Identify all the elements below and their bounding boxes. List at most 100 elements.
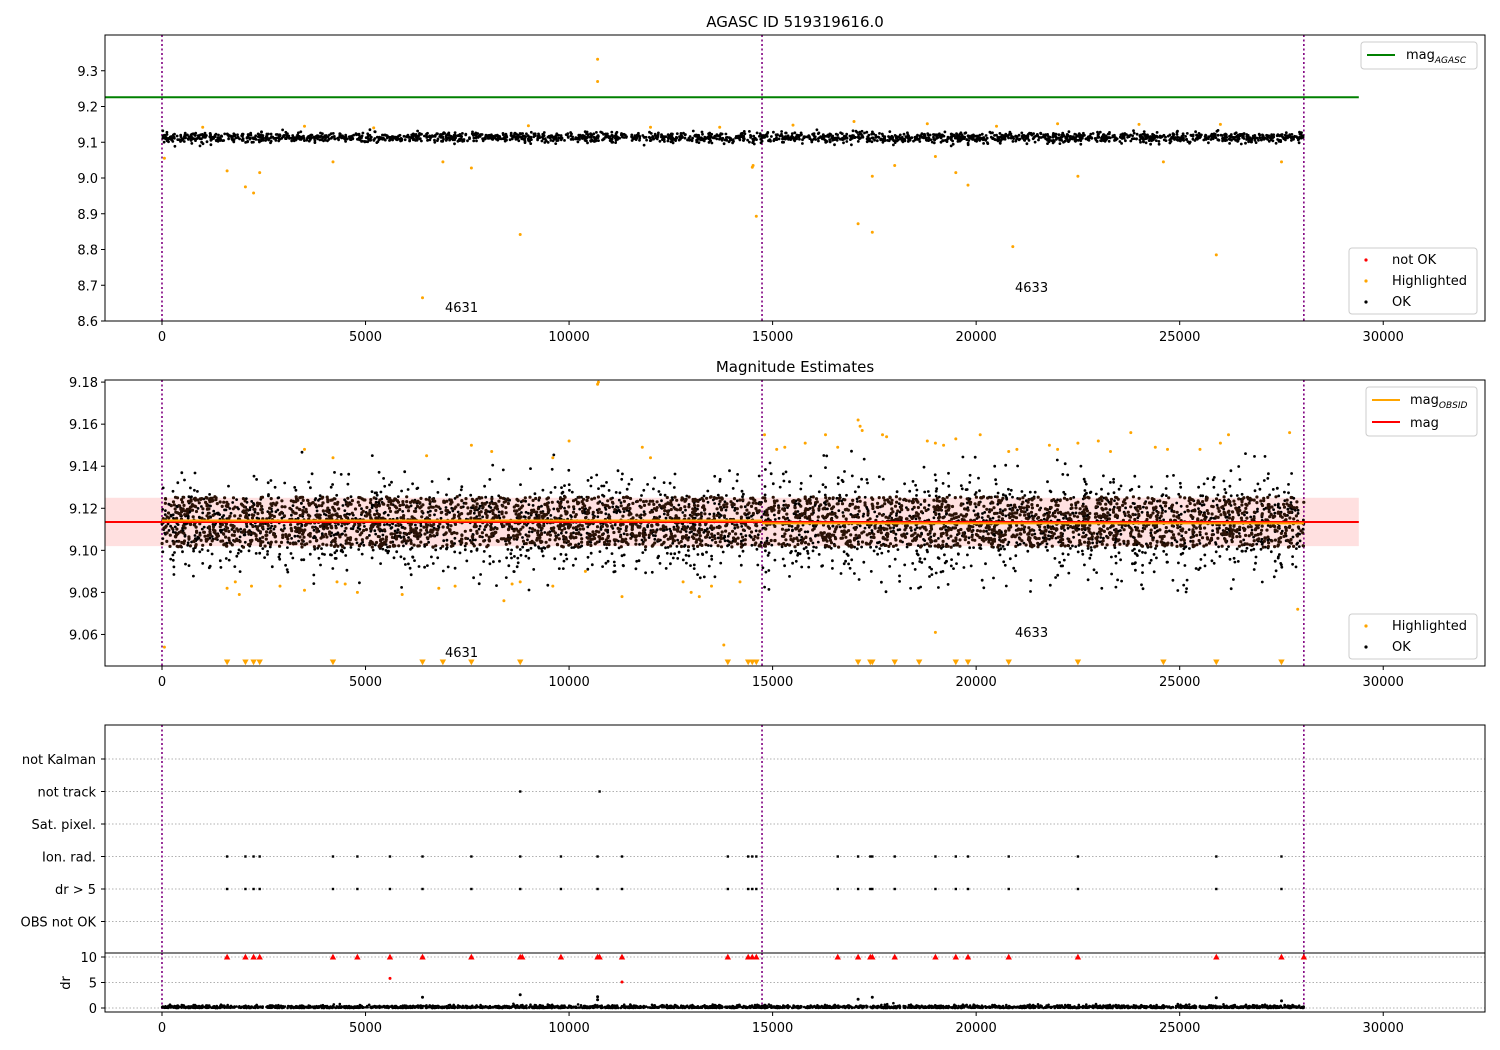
panel1-ok-point — [795, 133, 799, 137]
panel1-ok-point — [1058, 142, 1062, 146]
panel2-ok-point — [171, 553, 175, 557]
panel2-ok-point — [516, 556, 520, 560]
panel2-ok-point — [483, 484, 486, 488]
panel1-ok-point — [428, 134, 432, 138]
panel2-ok-point — [453, 536, 457, 540]
panel1-ok-point — [697, 133, 700, 137]
panel2-ok-point — [183, 534, 187, 538]
panel2-ok-point — [1229, 494, 1233, 498]
panel2-ok-point — [1095, 571, 1098, 574]
panel2-ok-point — [664, 567, 668, 570]
panel2-ok-point — [273, 485, 277, 489]
panel1-ok-point — [423, 134, 426, 138]
panel2-dense-point — [502, 515, 506, 519]
panel2-ok-point — [1198, 533, 1202, 537]
panel2-dense-point — [1122, 539, 1126, 544]
panel2-ok-point — [676, 538, 679, 542]
panel2-ok-point — [943, 553, 946, 557]
panel2-ok-point — [161, 486, 165, 490]
panel2-ok-point — [1149, 558, 1153, 562]
panel2-ok-point — [184, 562, 187, 566]
panel1-ok-point — [951, 139, 954, 143]
panel2-ok-point — [1124, 506, 1127, 510]
panel1-highlighted-point — [596, 57, 600, 61]
panel1-ok-point — [1114, 136, 1117, 140]
panel1-ok-point — [310, 136, 313, 140]
panel2-ok-point — [688, 531, 692, 534]
panel2-ok-point — [681, 558, 685, 562]
panel2-ok-point — [442, 539, 446, 543]
panel2-dense-point — [435, 531, 439, 535]
panel1-ok-point — [447, 136, 450, 140]
panel1-ok-point — [602, 137, 606, 141]
panel2-ok-point — [381, 533, 385, 537]
panel2-dense-point — [298, 535, 302, 539]
panel1-ok-point — [980, 132, 984, 136]
panel2-ok-point — [276, 496, 280, 500]
panel2-ok-point — [1172, 474, 1175, 477]
panel1-ok-point — [1123, 132, 1127, 135]
panel1-ok-point — [865, 140, 869, 144]
panel2-ok-point — [1012, 566, 1016, 570]
panel2-ok-point — [1183, 564, 1187, 567]
panel2-ok-point — [302, 505, 306, 509]
panel1-ok-point — [1020, 131, 1024, 135]
panel1-ok-point — [1075, 134, 1079, 138]
panel1-ok-point — [478, 133, 482, 137]
panel1-ok-point — [309, 134, 313, 137]
panel2-ok-point — [1290, 472, 1293, 475]
panel2-ok-point — [427, 540, 430, 544]
panel2-ok-point — [876, 552, 879, 556]
panel2-ok-point — [824, 466, 827, 469]
panel1-ok-point — [723, 138, 727, 142]
panel2-ok-point — [267, 494, 270, 498]
panel1-ok-point — [760, 136, 764, 140]
panel1-ok-point — [853, 135, 857, 139]
panel1-ok-point — [184, 136, 188, 140]
panel1-ok-point — [851, 129, 855, 133]
panel2-ok-point — [684, 508, 687, 512]
panel2-ok-point — [270, 565, 274, 569]
panel2-ok-point — [664, 516, 668, 520]
panel2-ok-point — [860, 545, 863, 549]
panel1-highlighted-point — [372, 126, 376, 130]
panel1-ok-point — [1154, 139, 1158, 143]
panel2-ok-point — [881, 477, 885, 481]
panel1-ok-point — [1251, 134, 1255, 138]
panel1-ok-point — [357, 133, 361, 137]
panel2-ok-point — [764, 570, 768, 574]
panel1-ok-point — [305, 138, 309, 142]
panel2-ok-point — [1240, 492, 1244, 496]
panel2-ok-point — [426, 510, 430, 514]
panel2-ok-point — [1260, 580, 1264, 584]
panel1-ok-point — [233, 134, 237, 138]
panel2-ok-point — [1076, 550, 1080, 554]
panel2-ok-point — [479, 573, 482, 576]
panel2-ok-point — [1229, 587, 1233, 591]
panel2-ok-point — [853, 490, 857, 494]
panel2-ok-point — [1256, 482, 1260, 486]
panel2-ok-point — [1211, 529, 1214, 533]
panel2-ok-point — [1289, 501, 1293, 504]
panel1-ok-point — [932, 135, 935, 139]
panel2-ok-point — [764, 468, 767, 471]
panel2-ok-point — [1054, 576, 1057, 579]
panel1-ok-point — [1225, 136, 1229, 139]
panel2-ok-point — [218, 513, 222, 516]
panel1-ok-point — [186, 133, 189, 137]
panel1-ok-point — [751, 137, 755, 141]
panel1-ok-point — [732, 140, 735, 143]
panel1-ok-point — [1140, 136, 1143, 140]
panel1-ok-point — [165, 130, 169, 134]
panel2-ok-point — [923, 490, 927, 494]
panel2-ok-point — [1062, 558, 1066, 562]
panel1-ok-point — [984, 134, 988, 137]
panel1-ok-point — [818, 136, 821, 140]
panel2-ok-point — [1083, 493, 1087, 496]
panel2-ok-point — [960, 487, 964, 491]
panel2-ok-point — [927, 503, 931, 507]
panel2-ok-point — [497, 510, 501, 514]
panel2-ok-point — [614, 491, 618, 494]
panel2-ok-point — [702, 494, 706, 498]
panel1-ok-point — [1065, 137, 1068, 141]
